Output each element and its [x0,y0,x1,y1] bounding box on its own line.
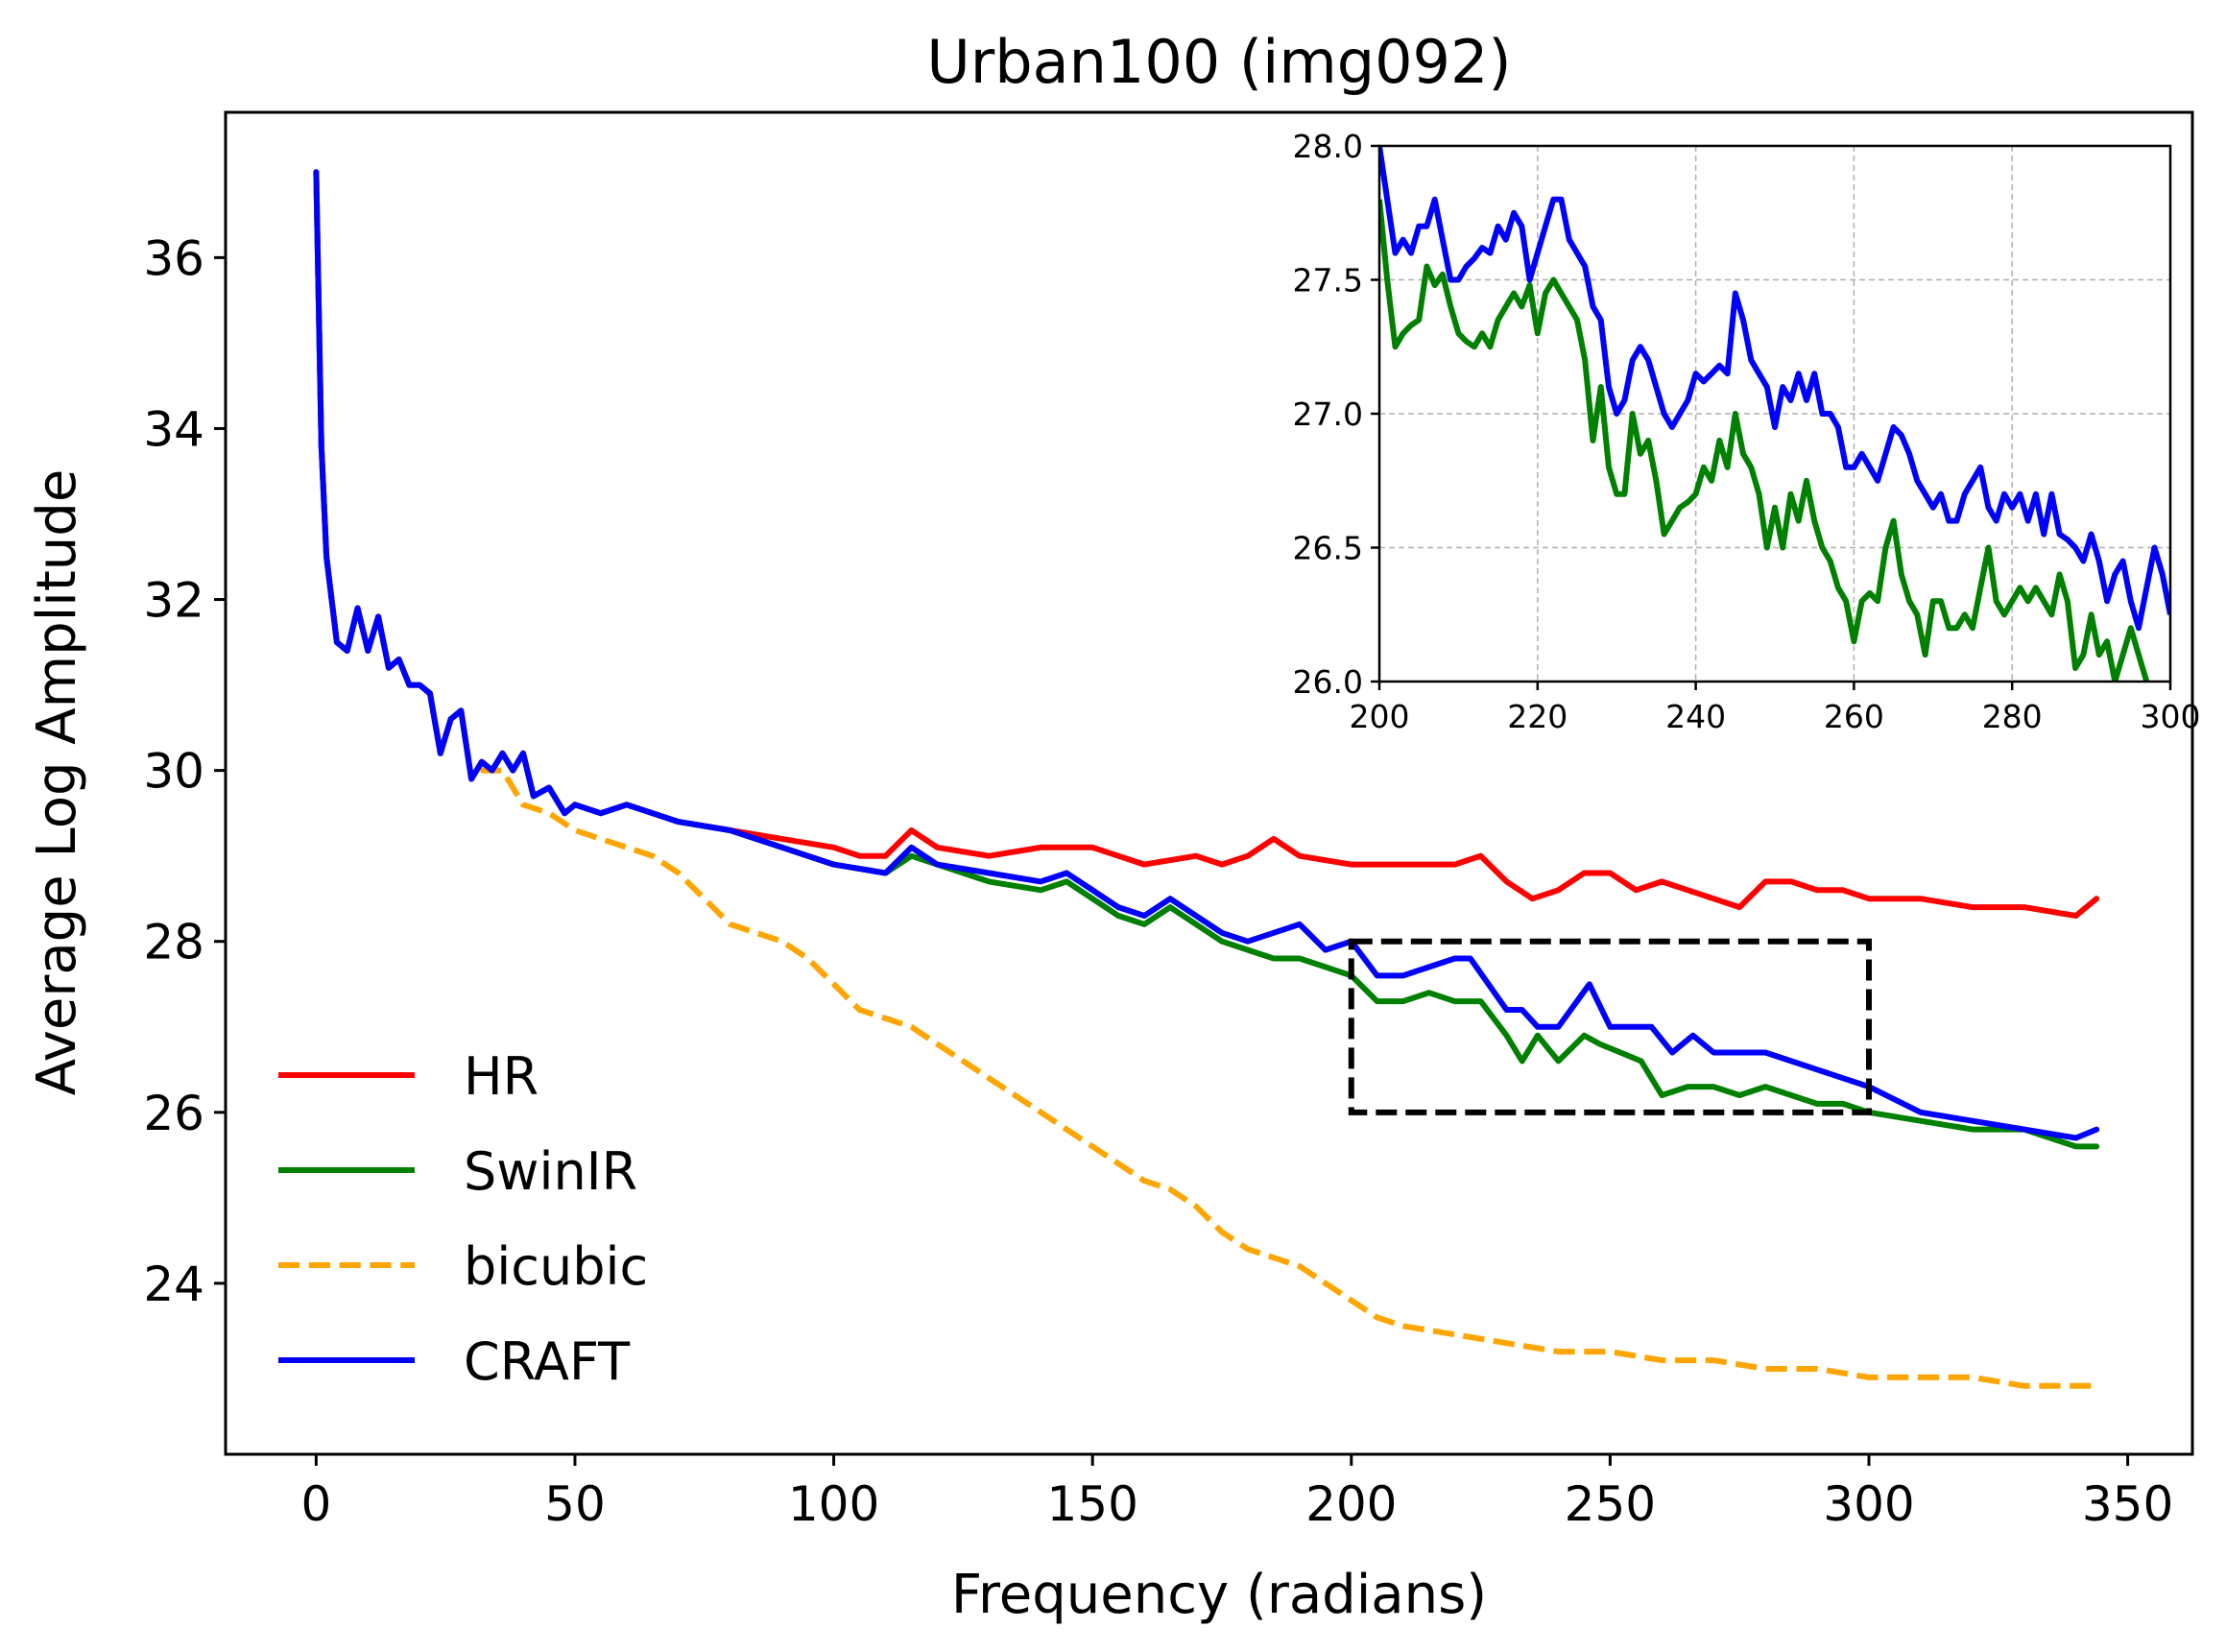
inset-x-tick-label-220: 220 [1507,698,1568,735]
x-tick-label-150: 150 [1046,1476,1137,1532]
main-series-layer [313,169,2100,1389]
y-tick-label-28: 28 [143,915,204,970]
chart-title: Urban100 (img092) [926,27,1511,97]
inset-y-tick-label-28: 28.0 [1293,128,1363,165]
main-x-ticks: 0 50 100 150 200 250 300 350 [300,1454,2173,1532]
legend-label-hr: HR [464,1046,539,1107]
inset-series-line-craft [1379,146,2170,632]
inset-x-tick-label-200: 200 [1350,698,1410,735]
legend: HR SwinIR bicubic CRAFT [278,1046,648,1392]
x-tick-label-300: 300 [1823,1476,1914,1532]
inset-y-tick-label-26-5: 26.5 [1293,530,1363,567]
y-tick-label-30: 30 [143,744,204,800]
x-tick-label-200: 200 [1305,1476,1397,1532]
x-tick-label-100: 100 [788,1476,879,1532]
series-line-craft [313,169,2100,1141]
main-y-ticks: 24 26 28 30 32 34 36 [143,230,226,1312]
zoom-region-box [1348,938,1872,1115]
inset-x-tick-label-280: 280 [1982,698,2043,735]
y-axis-label: Average Log Amplitude [26,469,88,1096]
x-tick-label-0: 0 [300,1476,331,1532]
y-tick-label-26: 26 [143,1086,204,1141]
inset-series-line-swinir [1379,199,2150,682]
legend-label-bicubic: bicubic [464,1236,648,1297]
y-tick-label-24: 24 [143,1257,204,1312]
y-tick-label-36: 36 [143,230,204,286]
inset-y-ticks: 26.0 26.5 27.0 27.5 28.0 [1293,128,1379,701]
main-plot-frame [224,110,2194,1456]
x-tick-label-50: 50 [544,1476,606,1532]
inset-y-tick-label-27: 27.0 [1293,395,1363,433]
x-axis-label: Frequency (radians) [951,1564,1487,1626]
inset-y-tick-label-27-5: 27.5 [1293,262,1363,299]
inset-x-tick-label-260: 260 [1824,698,1884,735]
zoom-box-layer [1348,938,1872,1115]
legend-label-craft: CRAFT [464,1331,631,1392]
x-tick-label-350: 350 [2082,1476,2173,1532]
y-tick-label-34: 34 [143,401,204,457]
inset-axes: 200 220 240 260 280 300 26.0 26.5 27.0 27.5 28.0 [1293,128,2201,735]
inset-x-ticks: 200 220 240 260 280 300 [1350,682,2201,735]
inset-x-tick-label-300: 300 [2141,698,2201,735]
inset-y-tick-label-26: 26.0 [1293,663,1363,701]
inset-x-tick-label-240: 240 [1665,698,1726,735]
inset-series-layer [1379,146,2170,682]
legend-label-swinir: SwinIR [464,1141,637,1202]
x-tick-label-250: 250 [1565,1476,1656,1532]
main-axes: Urban100 (img092) Frequency (radians) Av… [26,27,2194,1626]
y-tick-label-32: 32 [143,573,204,629]
